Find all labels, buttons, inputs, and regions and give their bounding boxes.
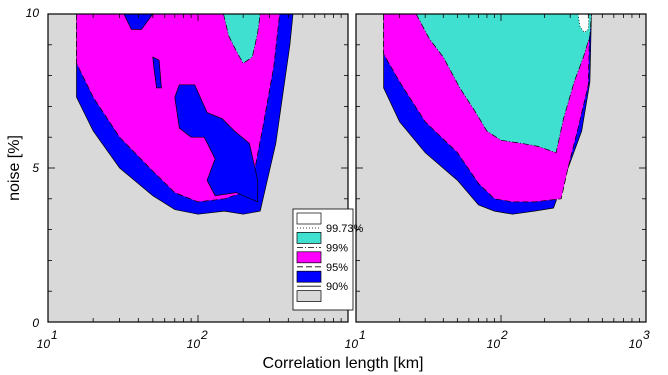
legend-swatch-0: [296, 212, 322, 225]
panel-right: [355, 13, 647, 323]
contour-region-90-inner-2: [123, 14, 154, 30]
y-tick-label-10: 10: [26, 6, 40, 20]
x-tick-exp: 2: [500, 328, 508, 342]
legend-swatch-2: [296, 251, 322, 264]
y-axis-title: noise [%]: [6, 135, 23, 201]
x-tick-base: 10: [487, 337, 501, 351]
x-tick-label-right-10-1: 10 1: [345, 328, 366, 351]
x-tick-exp: 2: [200, 328, 208, 342]
x-tick-exp: 1: [359, 328, 366, 342]
y-tick-label-0: 0: [32, 316, 39, 330]
contour-region-90-inner-4: [152, 56, 162, 89]
legend-swatch-4: [296, 290, 322, 302]
legend: 99.73% 99% 95% 90%: [292, 208, 364, 311]
x-tick-exp: 3: [643, 328, 650, 342]
legend-label-0: 99.73%: [326, 223, 364, 235]
x-tick-base: 10: [187, 337, 201, 351]
x-tick-base: 10: [37, 337, 51, 351]
contour-region-99-5: [223, 14, 261, 64]
contour-region-90-inner-3: [174, 84, 259, 203]
contour-region-99-73-3: [577, 14, 590, 33]
legend-swatch-3: [296, 270, 322, 283]
legend-label-2: 95%: [326, 262, 348, 274]
legend-label-3: 90%: [326, 281, 348, 293]
x-tick-exp: 1: [51, 328, 58, 342]
x-tick-label-left-10-2: 10 2: [187, 328, 208, 351]
x-tick-base: 10: [345, 337, 359, 351]
x-tick-label-right-10-2: 10 2: [487, 328, 508, 351]
x-tick-label-left-10-1: 10 1: [37, 328, 58, 351]
legend-label-1: 99%: [326, 242, 348, 254]
panel-left: [47, 13, 349, 323]
x-tick-base: 10: [629, 337, 643, 351]
legend-swatch-1: [296, 232, 322, 244]
x-axis-title: Correlation length [km]: [263, 355, 424, 372]
contour-region-99-2: [415, 14, 592, 154]
x-tick-label-right-10-3: 10 3: [629, 328, 650, 351]
y-tick-label-5: 5: [32, 161, 39, 175]
